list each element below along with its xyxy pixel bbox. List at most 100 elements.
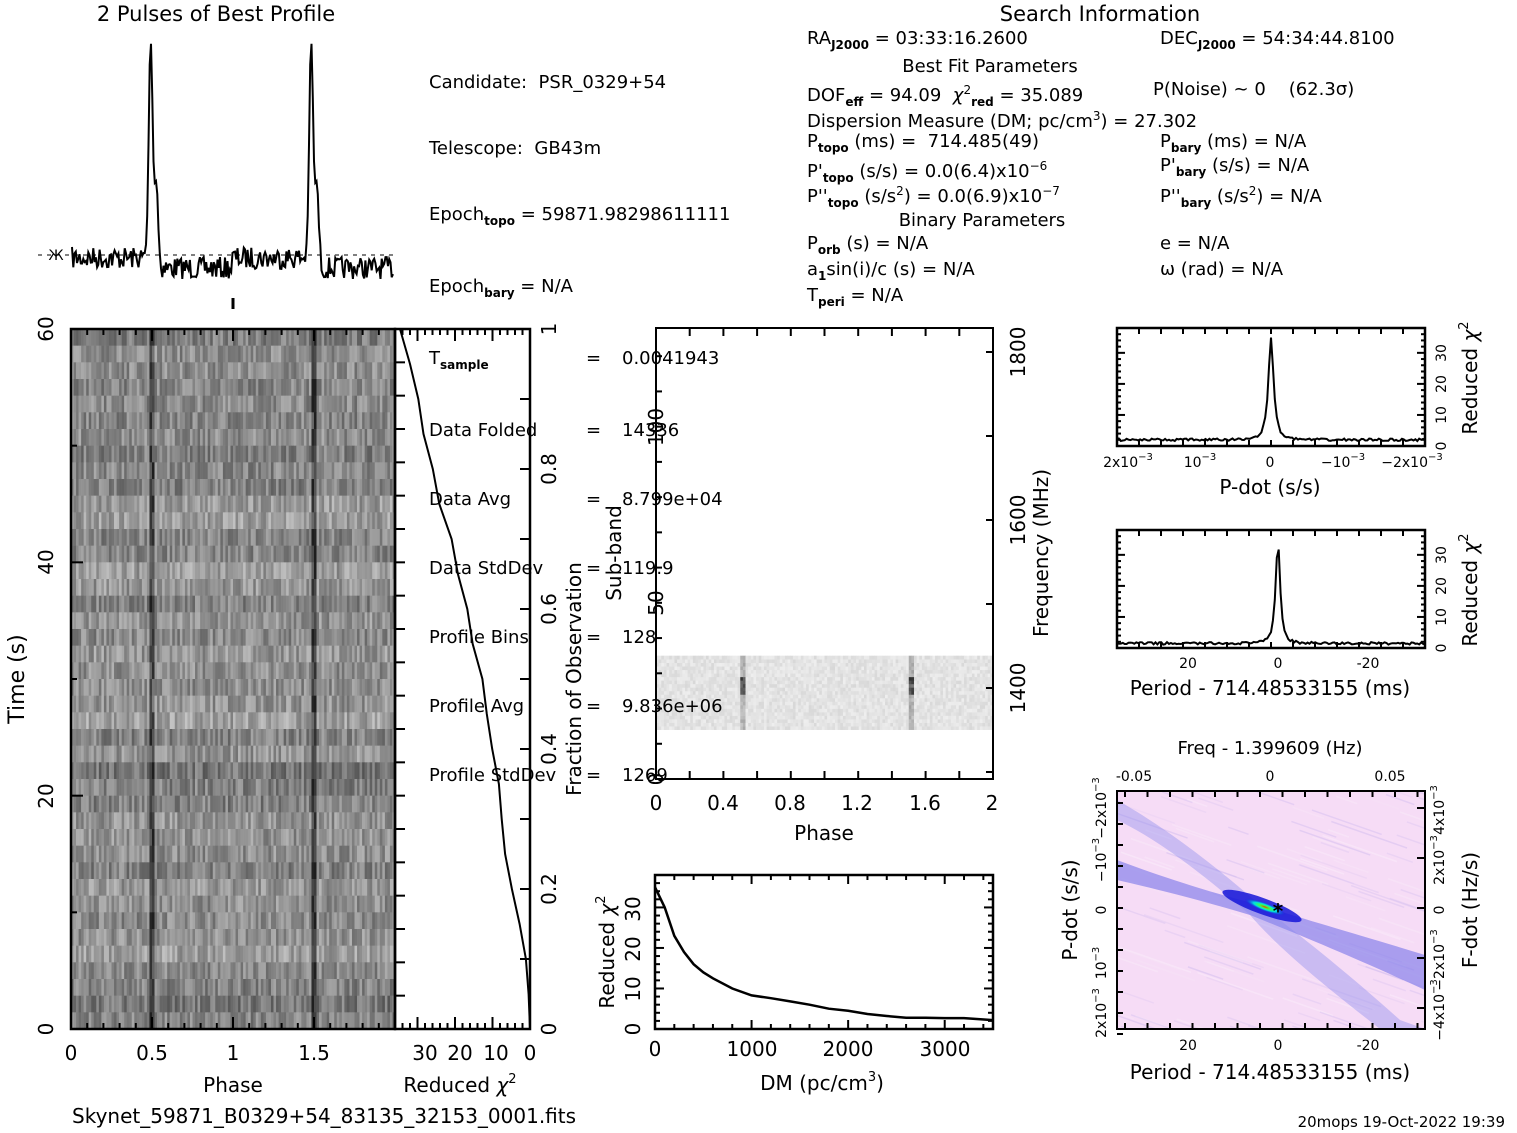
heatmap-cell <box>144 729 148 746</box>
heatmap-cell <box>346 729 350 746</box>
heatmap-cell <box>81 779 84 796</box>
heatmap-cell <box>111 879 115 896</box>
heatmap-cell <box>169 962 173 980</box>
heatmap-cell <box>248 562 252 580</box>
heatmap-cell <box>245 595 249 613</box>
heatmap-cell <box>243 395 246 413</box>
heatmap-cell <box>81 912 84 930</box>
heatmap-cell <box>270 462 274 480</box>
heatmap-cell <box>152 662 155 680</box>
heatmap-cell <box>141 362 145 380</box>
heatmap-cell <box>389 595 393 613</box>
heatmap-cell <box>114 729 117 746</box>
heatmap-cell <box>179 562 183 580</box>
heatmap-cell <box>334 845 338 863</box>
heatmap-cell <box>359 562 363 580</box>
heatmap-cell <box>227 679 231 696</box>
heatmap-cell <box>367 429 370 446</box>
heatmap-cell <box>283 679 287 696</box>
heatmap-cell <box>283 862 287 880</box>
heatmap-cell <box>265 795 269 813</box>
heatmap-cell <box>245 612 249 630</box>
heatmap-cell <box>146 845 150 863</box>
heatmap-cell <box>384 329 388 346</box>
heatmap-cell <box>134 679 138 696</box>
heatmap-cell <box>88 962 92 980</box>
heatmap-cell <box>149 562 153 580</box>
heatmap-cell <box>192 795 196 813</box>
heatmap-cell <box>212 545 216 563</box>
heatmap-cell <box>169 512 173 530</box>
heatmap-cell <box>389 412 393 430</box>
heatmap-cell <box>233 729 236 746</box>
heatmap-cell <box>103 812 107 830</box>
heatmap-cell <box>288 495 292 513</box>
heatmap-cell <box>258 712 262 730</box>
heatmap-cell <box>248 495 252 513</box>
heatmap-cell <box>301 662 305 680</box>
heatmap-cell <box>222 379 226 396</box>
heatmap-cell <box>377 679 381 696</box>
heatmap-cell <box>278 379 282 396</box>
heatmap-cell <box>326 712 330 730</box>
heatmap-cell <box>159 595 163 613</box>
heatmap-cell <box>238 762 241 780</box>
heatmap-cell <box>389 562 393 580</box>
heatmap-cell <box>362 962 365 980</box>
heatmap-cell <box>220 695 224 713</box>
heatmap-cell <box>212 362 216 380</box>
heatmap-cell <box>164 795 168 813</box>
heatmap-cell <box>76 779 79 796</box>
heatmap-cell <box>116 712 120 730</box>
heatmap-cell <box>265 879 269 896</box>
heatmap-cell <box>179 929 183 946</box>
heatmap-cell <box>319 529 322 546</box>
heatmap-cell <box>329 645 333 663</box>
heatmap-cell <box>205 362 208 380</box>
heatmap-cell <box>298 912 302 930</box>
heatmap-cell <box>103 945 107 963</box>
heatmap-cell <box>344 395 348 413</box>
heatmap-cell <box>273 729 277 746</box>
heatmap-cell <box>207 829 211 846</box>
heatmap-cell <box>174 829 178 846</box>
heatmap-cell <box>152 829 155 846</box>
heatmap-cell <box>324 562 327 580</box>
heatmap-cell <box>314 962 317 980</box>
heatmap-cell <box>339 395 343 413</box>
heatmap-cell <box>187 379 191 396</box>
heatmap-cell <box>184 912 188 930</box>
heatmap-cell <box>149 579 153 596</box>
heatmap-cell <box>291 379 295 396</box>
heatmap-cell <box>316 479 320 496</box>
heatmap-cell <box>349 512 353 530</box>
heatmap-cell <box>144 829 148 846</box>
heatmap-cell <box>187 645 191 663</box>
heatmap-cell <box>93 795 97 813</box>
heatmap-cell <box>197 529 201 546</box>
heatmap-cell <box>121 329 125 346</box>
heatmap-cell <box>162 745 165 763</box>
heatmap-cell <box>238 879 241 896</box>
heatmap-cell <box>192 879 196 896</box>
heatmap-cell <box>141 945 145 963</box>
heatmap-cell <box>303 329 307 346</box>
heatmap-cell <box>308 462 312 480</box>
heatmap-cell <box>91 845 95 863</box>
heatmap-cell <box>243 362 246 380</box>
heatmap-cell <box>215 779 219 796</box>
heatmap-cell <box>349 695 353 713</box>
heatmap-cell <box>301 962 305 980</box>
heatmap-cell <box>344 412 348 430</box>
heatmap-cell <box>387 879 391 896</box>
heatmap-cell <box>270 545 274 563</box>
heatmap-cell <box>179 395 183 413</box>
heatmap-cell <box>281 695 284 713</box>
heatmap-cell <box>374 412 378 430</box>
heatmap-cell <box>86 929 90 946</box>
heatmap-cell <box>101 529 105 546</box>
heatmap-cell <box>382 429 386 446</box>
heatmap-cell <box>389 729 393 746</box>
heatmap-cell <box>195 629 198 646</box>
heatmap-cell <box>126 945 130 963</box>
